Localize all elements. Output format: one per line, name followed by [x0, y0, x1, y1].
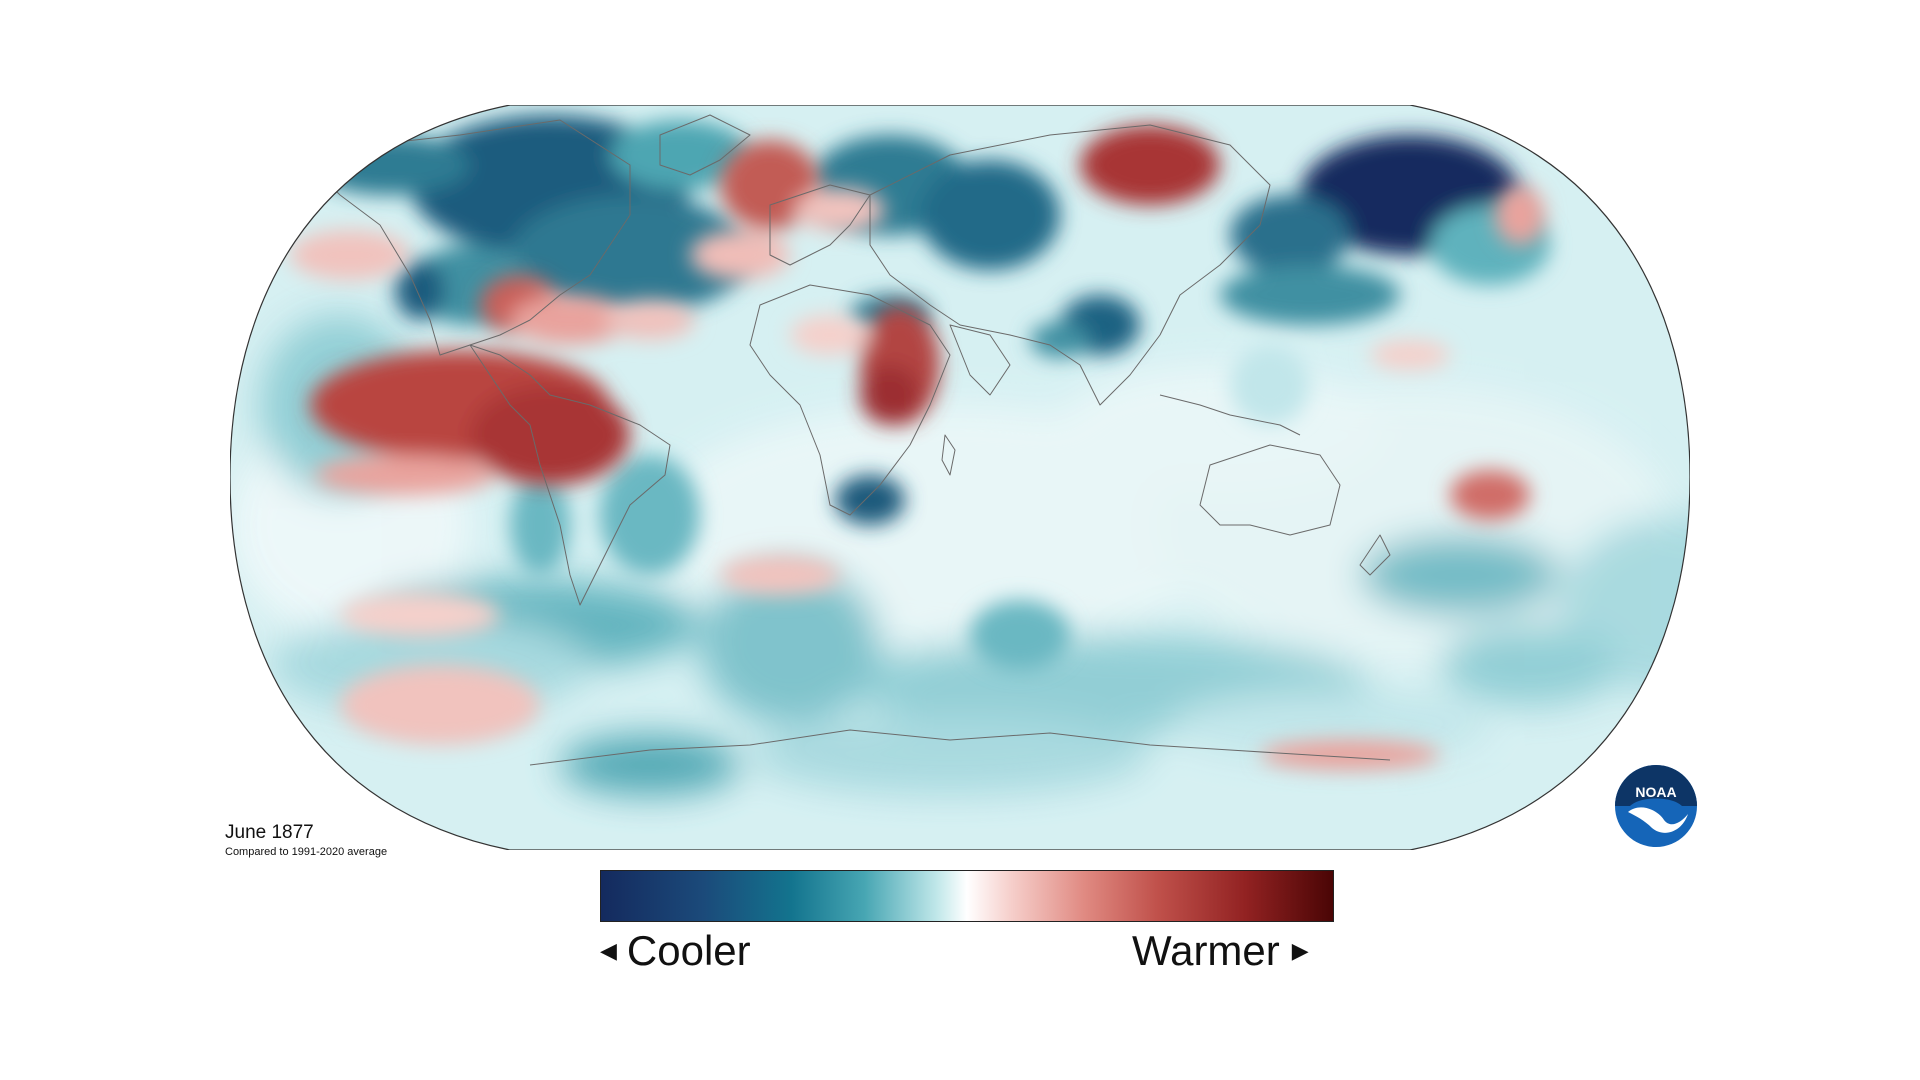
- right-triangle-icon: ▶: [1291, 938, 1309, 963]
- cooler-legend-label: ◀ Cooler: [600, 925, 751, 977]
- map-caption: June 1877 Compared to 1991-2020 average: [225, 822, 387, 860]
- map-svg: [230, 105, 1690, 850]
- noaa-logo-svg: NOAA: [1613, 763, 1699, 849]
- cooler-text: Cooler: [626, 927, 751, 974]
- noaa-logo-text: NOAA: [1635, 784, 1676, 800]
- coastlines: [319, 114, 1391, 766]
- noaa-logo-icon: NOAA: [1612, 762, 1700, 850]
- warmer-legend-label: Warmer ▶: [1132, 925, 1309, 977]
- warmer-text: Warmer: [1132, 927, 1280, 974]
- left-triangle-icon: ◀: [600, 938, 617, 963]
- world-anomaly-map: [230, 105, 1690, 850]
- anomaly-field: [230, 105, 1690, 850]
- anomaly-colorbar: [600, 870, 1334, 922]
- map-period-title: June 1877: [225, 822, 314, 843]
- map-comparison-subtitle: Compared to 1991-2020 average: [225, 846, 388, 858]
